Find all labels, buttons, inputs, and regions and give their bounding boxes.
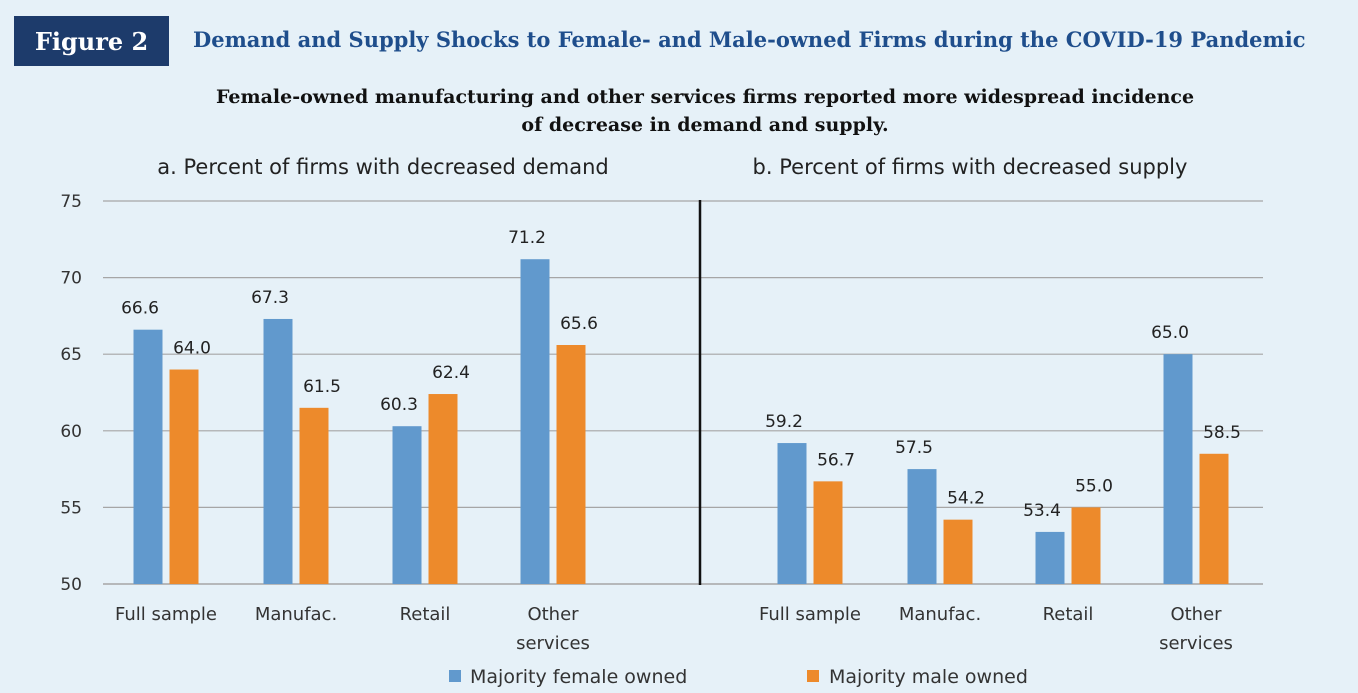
panel-b-title: b. Percent of firms with decreased suppl… xyxy=(753,155,1188,179)
bar-female xyxy=(520,259,550,584)
legend-label-female: Majority female owned xyxy=(470,666,687,688)
x-category-label: services xyxy=(1159,633,1233,654)
bar-male xyxy=(943,519,973,584)
data-label: 57.5 xyxy=(895,438,933,458)
legend-swatch-male xyxy=(807,670,819,682)
bar-male xyxy=(1071,507,1101,584)
bar-male xyxy=(1199,453,1229,584)
bar-female xyxy=(907,469,937,584)
bar-female xyxy=(392,426,422,584)
subtitle-line-2: of decrease in demand and supply. xyxy=(521,114,889,136)
data-label: 71.2 xyxy=(508,228,546,248)
x-category-label: Full sample xyxy=(759,604,861,625)
data-label: 61.5 xyxy=(303,377,341,397)
data-label: 67.3 xyxy=(251,288,289,308)
figure-title: Demand and Supply Shocks to Female- and … xyxy=(193,27,1306,52)
data-label: 55.0 xyxy=(1075,476,1113,496)
y-tick-label: 70 xyxy=(60,269,82,289)
bar-female xyxy=(1163,354,1193,584)
x-category-label: Retail xyxy=(1043,604,1094,625)
bar-male xyxy=(556,345,586,584)
legend-label-male: Majority male owned xyxy=(829,666,1028,688)
bar-male xyxy=(428,394,458,584)
data-label: 66.6 xyxy=(121,299,159,319)
x-category-label: Full sample xyxy=(115,604,217,625)
x-category-label: Retail xyxy=(400,604,451,625)
data-label: 65.6 xyxy=(560,314,598,334)
data-label: 60.3 xyxy=(380,395,418,415)
data-label: 54.2 xyxy=(947,489,985,509)
bar-female xyxy=(263,318,293,584)
figure-subtitle: Female-owned manufacturing and other ser… xyxy=(150,83,1260,139)
bar-female xyxy=(777,443,807,584)
y-tick-label: 60 xyxy=(60,422,82,442)
figure-badge: Figure 2 xyxy=(14,16,169,66)
bar-male xyxy=(813,481,843,584)
data-label: 65.0 xyxy=(1151,323,1189,343)
data-label: 64.0 xyxy=(173,339,211,359)
data-label: 62.4 xyxy=(432,363,470,383)
y-tick-label: 65 xyxy=(60,345,82,365)
x-category-label: Manufac. xyxy=(255,604,337,625)
bar-female xyxy=(1035,531,1065,584)
x-category-label: Other xyxy=(527,604,579,625)
data-label: 58.5 xyxy=(1203,423,1241,443)
subtitle-line-1: Female-owned manufacturing and other ser… xyxy=(215,86,1195,108)
x-category-label: Manufac. xyxy=(899,604,981,625)
legend-swatch-female xyxy=(449,670,461,682)
y-tick-label: 55 xyxy=(60,498,82,518)
data-label: 59.2 xyxy=(765,412,803,432)
y-tick-label: 75 xyxy=(60,192,82,212)
data-label: 53.4 xyxy=(1023,501,1061,521)
bar-male xyxy=(169,369,199,584)
x-category-label: services xyxy=(516,633,590,654)
bar-male xyxy=(299,407,329,584)
x-category-label: Other xyxy=(1170,604,1222,625)
bar-female xyxy=(133,329,163,584)
data-label: 56.7 xyxy=(817,450,855,470)
y-tick-label: 50 xyxy=(60,575,82,595)
panel-a-title: a. Percent of firms with decreased deman… xyxy=(157,155,608,179)
